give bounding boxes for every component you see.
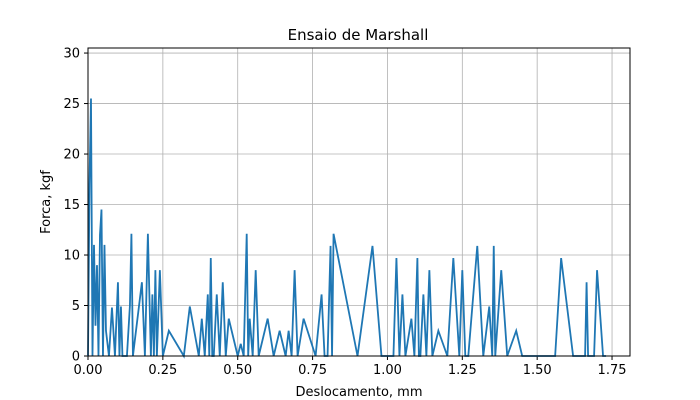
grid [87, 48, 630, 357]
y-tick-label: 20 [63, 148, 80, 163]
y-axis-label: Forca, kgf [39, 170, 54, 234]
y-tick-label: 15 [63, 198, 80, 213]
x-tick-label: 1.75 [598, 363, 627, 378]
x-axis: 0.00 0.25 0.50 0.75 1.00 1.25 1.50 1.75 [74, 356, 627, 378]
chart-title: Ensaio de Marshall [288, 26, 429, 44]
x-tick-label: 1.25 [448, 363, 477, 378]
x-tick-label: 1.50 [523, 363, 552, 378]
y-tick-label: 10 [63, 249, 80, 264]
x-tick-label: 0.25 [148, 363, 177, 378]
x-tick-label: 0.00 [74, 363, 103, 378]
series-line [87, 98, 607, 359]
y-tick-label: 0 [72, 350, 80, 365]
x-tick-label: 0.75 [298, 363, 327, 378]
y-tick-label: 5 [72, 299, 80, 314]
plot-frame [87, 47, 631, 357]
x-tick-label: 0.50 [223, 363, 252, 378]
y-axis: 0 5 10 15 20 25 30 [63, 47, 88, 365]
y-tick-label: 30 [63, 47, 80, 62]
y-tick-label: 25 [63, 97, 80, 112]
x-tick-label: 1.00 [373, 363, 402, 378]
x-axis-label: Deslocamento, mm [295, 385, 422, 400]
